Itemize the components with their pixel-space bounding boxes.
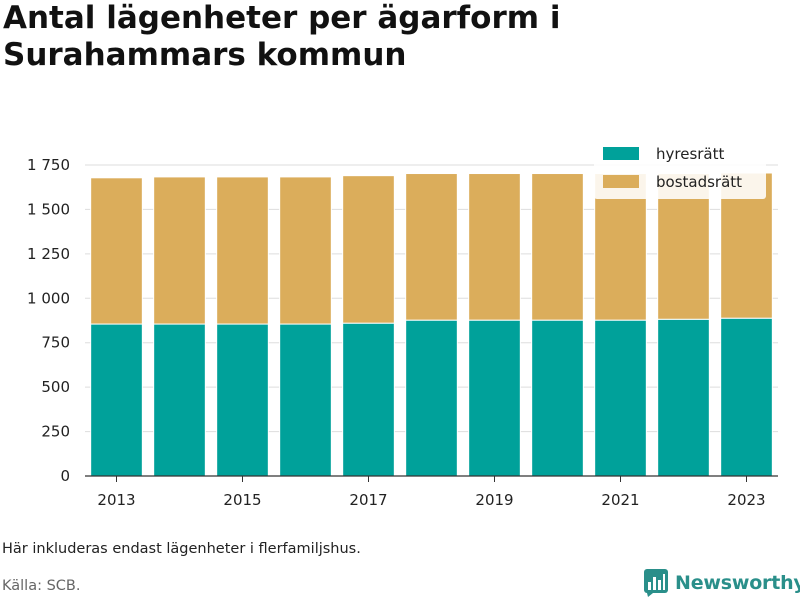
chart-title: Antal lägenheter per ägarform i Surahamm… <box>3 0 561 73</box>
y-tick-label: 0 <box>60 467 70 485</box>
x-tick-label: 2023 <box>727 491 765 509</box>
bars <box>90 172 773 477</box>
y-tick-label: 1 500 <box>27 200 70 218</box>
bar-hyresratt <box>468 319 521 477</box>
x-tick-label: 2019 <box>475 491 513 509</box>
bar-hyresratt <box>405 319 458 477</box>
bar-bostadsratt <box>153 176 206 325</box>
bar-bostadsratt <box>279 176 332 325</box>
bar-bostadsratt <box>531 173 584 321</box>
x-tick-label: 2017 <box>349 491 387 509</box>
y-tick-label: 1 750 <box>27 156 70 174</box>
y-axis: 0 250 500 750 1 000 1 250 1 500 1 750 <box>27 156 70 485</box>
source-note: Källa: SCB. <box>2 578 81 594</box>
bar-hyresratt <box>279 323 332 477</box>
y-tick-label: 1 000 <box>27 289 70 307</box>
bar-hyresratt <box>342 322 395 477</box>
legend-label: bostadsrätt <box>656 173 742 191</box>
bar-bostadsratt <box>468 173 521 321</box>
bar-hyresratt <box>216 323 269 477</box>
y-tick-label: 500 <box>41 378 70 396</box>
bar-chart-logo-icon <box>644 569 668 597</box>
x-axis: 2013 2015 2017 2019 2021 2023 <box>85 475 778 509</box>
brand-name: Newsworthy <box>675 572 800 594</box>
y-tick-label: 1 250 <box>27 245 70 263</box>
bar-hyresratt <box>657 318 710 477</box>
bar-hyresratt <box>531 319 584 477</box>
x-tick-label: 2021 <box>601 491 639 509</box>
x-tick-label: 2013 <box>97 491 135 509</box>
bar-hyresratt <box>90 323 143 477</box>
y-tick-label: 750 <box>41 334 70 352</box>
legend-swatch <box>603 175 639 188</box>
legend: hyresrätt bostadsrätt <box>594 139 766 199</box>
bar-bostadsratt <box>216 176 269 325</box>
legend-swatch <box>603 147 639 160</box>
bar-bostadsratt <box>342 175 395 324</box>
legend-label: hyresrätt <box>656 145 725 163</box>
x-tick-label: 2015 <box>223 491 261 509</box>
bar-bostadsratt <box>90 177 143 325</box>
y-tick-label: 250 <box>41 423 70 441</box>
brand-logo[interactable]: Newsworthy <box>644 569 800 597</box>
bar-hyresratt <box>153 323 206 477</box>
chart-note: Här inkluderas endast lägenheter i flerf… <box>2 541 361 557</box>
bar-hyresratt <box>594 319 647 477</box>
bar-hyresratt <box>720 317 773 477</box>
bar-bostadsratt <box>405 173 458 321</box>
